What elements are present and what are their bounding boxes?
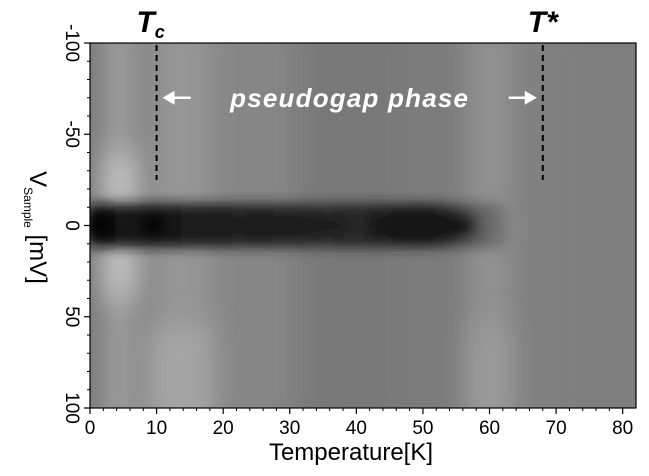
- x-tick-label: 10: [146, 418, 167, 439]
- y-tick-label: 50: [61, 306, 82, 327]
- bright-patch: [149, 325, 210, 408]
- tstar-label: T*: [528, 6, 559, 39]
- y-tick-label: -100: [61, 24, 82, 62]
- x-tick-label: 70: [546, 418, 567, 439]
- x-tick-label: 40: [346, 418, 367, 439]
- dark-spots: [90, 216, 165, 235]
- y-tick-label: 0: [61, 220, 82, 231]
- zero-bias-dark-band: [90, 203, 510, 248]
- bright-patch: [472, 325, 507, 408]
- x-tick-label: 0: [85, 418, 96, 439]
- x-tick-label: 60: [479, 418, 500, 439]
- x-tick-label: 50: [412, 418, 433, 439]
- x-tick-label: 30: [279, 418, 300, 439]
- heatmap-area: [90, 43, 636, 408]
- phase-arrow-right-head: [524, 90, 537, 105]
- y-axis-subscript: Sample: [21, 187, 35, 228]
- dark-spot: [90, 216, 111, 235]
- y-tick-label: 100: [61, 392, 82, 424]
- x-tick-label: 80: [612, 418, 633, 439]
- y-axis-symbol: V: [24, 171, 51, 187]
- x-tick-label: 20: [213, 418, 234, 439]
- x-axis-title: Temperature[K]: [269, 439, 433, 466]
- pseudogap-phase-label: pseudogap phase: [229, 83, 469, 113]
- heatmap-vertical-band: [509, 43, 557, 408]
- axes-group: 0 10 20 30 40 50 60 70 80 -100 -50 0 50 100: [61, 24, 633, 439]
- tc-symbol: T: [136, 6, 157, 39]
- tc-label: Tc: [136, 6, 164, 42]
- gap-band-core: [367, 207, 478, 244]
- y-axis-title-text: VSample [mV]: [21, 171, 51, 284]
- annotations-group: Tc T* pseudogap phase: [136, 6, 559, 180]
- gap-band-core: [229, 212, 350, 239]
- y-tick-label: -50: [61, 121, 82, 148]
- phase-arrow-left-head: [162, 90, 175, 105]
- y-axis-unit: [mV]: [24, 228, 51, 284]
- tc-subscript: c: [155, 22, 165, 42]
- dark-spot: [142, 216, 165, 235]
- y-axis-title: VSample [mV]: [21, 171, 51, 284]
